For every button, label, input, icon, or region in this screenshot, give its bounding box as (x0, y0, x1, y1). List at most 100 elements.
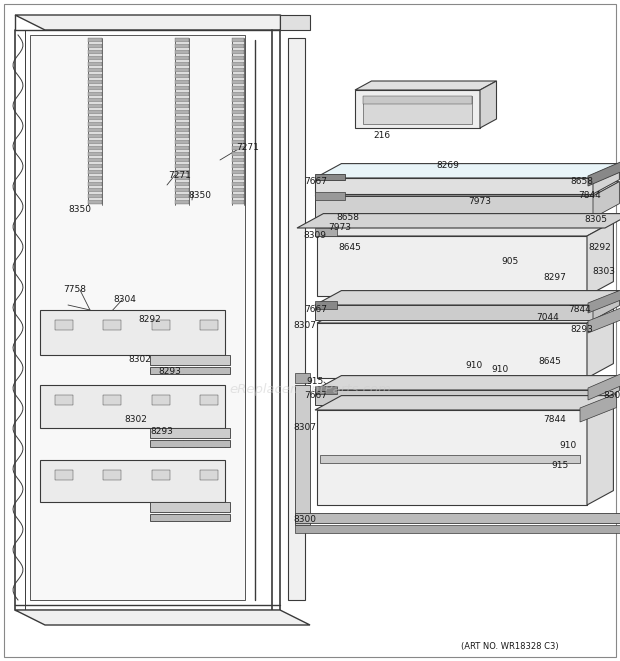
Text: 8300: 8300 (293, 516, 316, 524)
Polygon shape (317, 323, 587, 378)
Polygon shape (480, 81, 497, 128)
Text: 8305: 8305 (585, 215, 608, 225)
Bar (88, 104, 102, 108)
Bar (232, 110, 244, 114)
Bar (175, 158, 189, 162)
Polygon shape (588, 161, 620, 186)
Text: 8302: 8302 (125, 416, 148, 424)
Polygon shape (40, 310, 225, 355)
Bar (175, 176, 189, 180)
Bar (175, 86, 189, 90)
Bar (175, 38, 189, 42)
Bar (88, 158, 102, 162)
Bar (175, 188, 189, 192)
Bar (152, 320, 170, 330)
Text: 8301: 8301 (603, 391, 620, 399)
Bar (232, 44, 244, 48)
Polygon shape (320, 455, 580, 463)
Polygon shape (15, 15, 310, 30)
Bar (232, 74, 244, 78)
Bar (232, 170, 244, 174)
Text: 7758: 7758 (63, 286, 87, 295)
Polygon shape (315, 305, 593, 320)
Text: 8309: 8309 (304, 231, 327, 241)
Text: 8350: 8350 (188, 190, 211, 200)
Polygon shape (315, 395, 611, 410)
Text: 7667: 7667 (304, 178, 327, 186)
Bar (232, 188, 244, 192)
Text: 8307: 8307 (293, 321, 316, 330)
Bar (88, 176, 102, 180)
Bar (175, 110, 189, 114)
Bar (175, 182, 189, 186)
Text: 8307: 8307 (293, 424, 316, 432)
Bar (175, 170, 189, 174)
Bar (175, 104, 189, 108)
Bar (232, 68, 244, 72)
Bar (88, 182, 102, 186)
Polygon shape (150, 367, 230, 374)
Bar (88, 50, 102, 54)
Text: 7044: 7044 (537, 313, 559, 323)
Bar (152, 470, 170, 480)
Polygon shape (355, 90, 480, 128)
Polygon shape (315, 301, 337, 309)
Polygon shape (295, 385, 310, 525)
Bar (175, 146, 189, 150)
Polygon shape (150, 428, 230, 438)
Polygon shape (315, 228, 337, 236)
Bar (104, 395, 122, 405)
Bar (175, 44, 189, 48)
Polygon shape (315, 192, 345, 200)
Bar (175, 62, 189, 66)
Bar (175, 92, 189, 96)
Text: 7844: 7844 (569, 305, 591, 315)
Bar (232, 56, 244, 60)
Polygon shape (295, 513, 620, 523)
Text: 7667: 7667 (304, 305, 327, 315)
Bar (175, 68, 189, 72)
Bar (175, 50, 189, 54)
Bar (88, 194, 102, 198)
Bar (88, 80, 102, 84)
Bar (88, 86, 102, 90)
Bar (88, 62, 102, 66)
Polygon shape (315, 174, 345, 180)
Bar (88, 188, 102, 192)
Bar (232, 140, 244, 144)
Text: 7844: 7844 (578, 192, 601, 200)
Bar (104, 470, 122, 480)
Bar (232, 122, 244, 126)
Polygon shape (15, 610, 310, 625)
Polygon shape (315, 164, 619, 178)
Polygon shape (593, 291, 619, 320)
Text: (ART NO. WR18328 C3): (ART NO. WR18328 C3) (461, 642, 559, 652)
Polygon shape (580, 393, 616, 422)
Bar (88, 56, 102, 60)
Bar (175, 164, 189, 168)
Text: 8293: 8293 (570, 325, 593, 334)
Text: 8269: 8269 (436, 161, 459, 169)
Text: 8350: 8350 (68, 206, 92, 215)
Text: 8303: 8303 (593, 268, 616, 276)
Polygon shape (317, 395, 613, 410)
Bar (88, 68, 102, 72)
Polygon shape (355, 81, 497, 90)
Polygon shape (150, 514, 230, 521)
Polygon shape (588, 289, 620, 313)
Polygon shape (295, 373, 310, 383)
Polygon shape (295, 525, 620, 533)
Polygon shape (315, 375, 619, 390)
Polygon shape (280, 15, 310, 30)
Bar (88, 152, 102, 156)
Bar (88, 116, 102, 120)
Text: 8292: 8292 (588, 243, 611, 253)
Text: eReplacementParts.com: eReplacementParts.com (229, 383, 391, 397)
Bar (175, 98, 189, 102)
Bar (232, 50, 244, 54)
Text: 8658: 8658 (570, 178, 593, 186)
Bar (175, 80, 189, 84)
Bar (88, 98, 102, 102)
Bar (88, 140, 102, 144)
Bar (232, 164, 244, 168)
